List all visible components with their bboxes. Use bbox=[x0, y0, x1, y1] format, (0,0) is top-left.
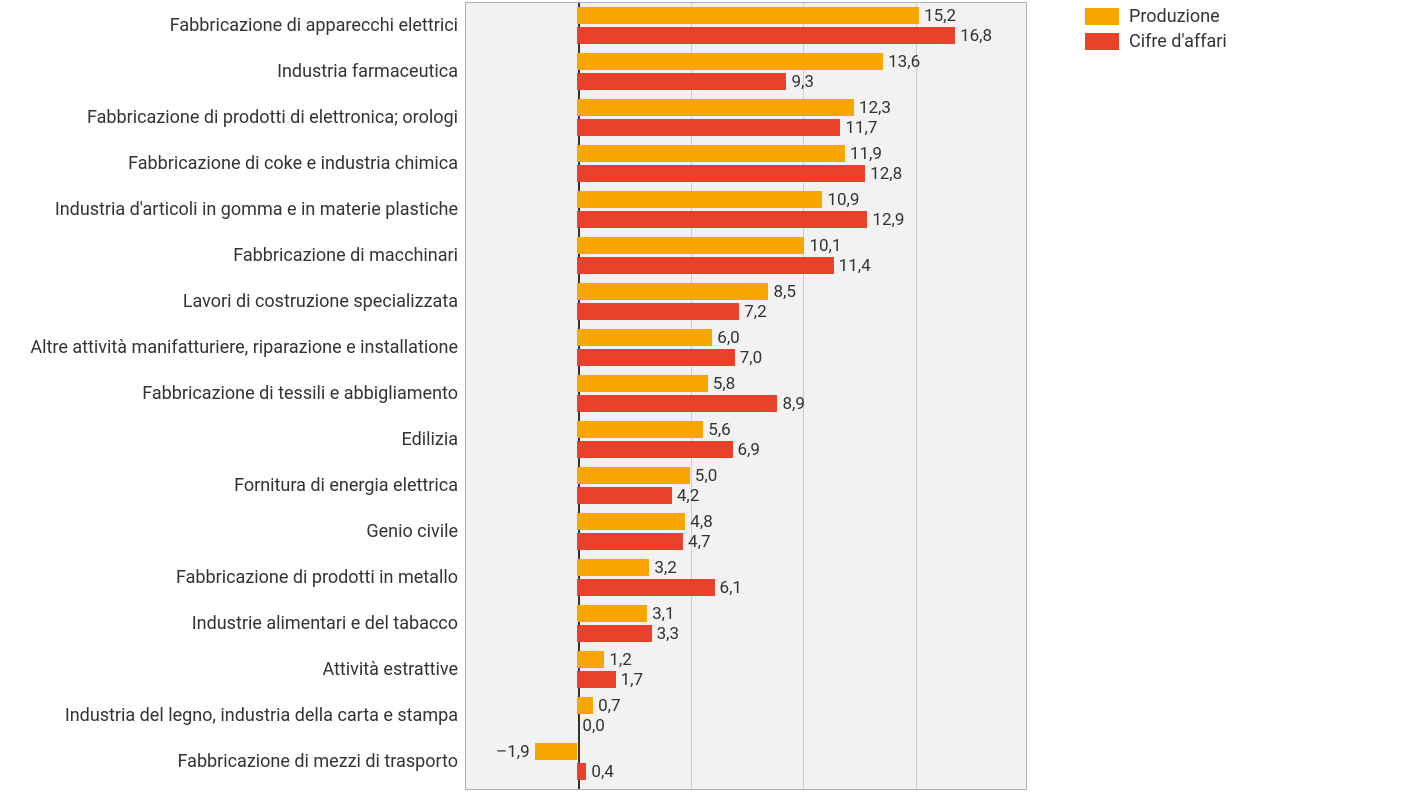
legend-item: Cifre d'affari bbox=[1085, 31, 1227, 52]
bar-value-label: 13,6 bbox=[888, 52, 920, 72]
bar-value-label: 5,8 bbox=[713, 374, 735, 394]
category-label: Edilizia bbox=[402, 429, 458, 450]
category-label: Industria farmaceutica bbox=[277, 61, 458, 82]
category-label: Lavori di costruzione specializzata bbox=[183, 291, 458, 312]
category-label: Fabbricazione di coke e industria chimic… bbox=[128, 153, 458, 174]
bar-value-label: 0,0 bbox=[582, 716, 604, 736]
bar-value-label: 8,9 bbox=[782, 394, 804, 414]
category-label: Fabbricazione di prodotti in metallo bbox=[176, 567, 458, 588]
category-label: Fabbricazione di apparecchi elettrici bbox=[170, 15, 458, 36]
bar-value-label: 11,4 bbox=[839, 256, 871, 276]
bar-value-label: 1,2 bbox=[609, 650, 631, 670]
bar-value-label: 7,2 bbox=[744, 302, 766, 322]
bar bbox=[577, 467, 689, 484]
bar bbox=[577, 237, 804, 254]
bar-value-label: 6,0 bbox=[717, 328, 739, 348]
category-label: Industria d'articoli in gomma e in mater… bbox=[55, 199, 458, 220]
bar bbox=[577, 119, 840, 136]
bar-value-label: 12,3 bbox=[859, 98, 891, 118]
bar-value-label: 16,8 bbox=[960, 26, 992, 46]
legend-swatch bbox=[1085, 8, 1119, 25]
bar-value-label: 4,2 bbox=[677, 486, 699, 506]
category-label: Attività estrattive bbox=[322, 659, 458, 680]
bar bbox=[577, 329, 712, 346]
bar-value-label: 8,5 bbox=[773, 282, 795, 302]
bar bbox=[577, 605, 647, 622]
bar-value-label: 0,4 bbox=[591, 762, 613, 782]
bar bbox=[577, 697, 593, 714]
bar-value-label: 0,7 bbox=[598, 696, 620, 716]
legend-label: Produzione bbox=[1129, 6, 1220, 27]
bar-value-label: 5,6 bbox=[708, 420, 730, 440]
category-label: Industrie alimentari e del tabacco bbox=[192, 613, 458, 634]
legend: Produzione Cifre d'affari bbox=[1085, 6, 1227, 56]
bar bbox=[577, 533, 683, 550]
bar-value-label: 4,8 bbox=[690, 512, 712, 532]
legend-swatch bbox=[1085, 33, 1119, 50]
bar bbox=[577, 257, 833, 274]
bar bbox=[577, 165, 865, 182]
bar-value-label: 4,7 bbox=[688, 532, 710, 552]
bar-value-label: 6,9 bbox=[738, 440, 760, 460]
bar-value-label: 12,8 bbox=[870, 164, 902, 184]
bar bbox=[577, 421, 703, 438]
bar bbox=[577, 625, 651, 642]
bar bbox=[577, 53, 883, 70]
bar-value-label: 15,2 bbox=[924, 6, 956, 26]
bar-value-label: 3,2 bbox=[654, 558, 676, 578]
bar bbox=[577, 441, 732, 458]
bar-value-label: 7,0 bbox=[740, 348, 762, 368]
bar-value-label: 3,3 bbox=[657, 624, 679, 644]
category-label: Fabbricazione di mezzi di trasporto bbox=[178, 751, 459, 772]
bar-value-label: 10,1 bbox=[809, 236, 841, 256]
bar bbox=[577, 73, 786, 90]
bar bbox=[577, 99, 854, 116]
bar bbox=[577, 27, 955, 44]
bar-value-label: 5,0 bbox=[695, 466, 717, 486]
category-label: Fabbricazione di macchinari bbox=[233, 245, 458, 266]
gridline bbox=[916, 3, 917, 789]
bar-value-label: 9,3 bbox=[791, 72, 813, 92]
bar bbox=[577, 303, 739, 320]
bar bbox=[577, 487, 671, 504]
category-label: Altre attività manifatturiere, riparazio… bbox=[30, 337, 458, 358]
bar bbox=[577, 395, 777, 412]
bar bbox=[577, 559, 649, 576]
category-label: Genio civile bbox=[366, 521, 458, 542]
bar-value-label: –1,9 bbox=[496, 742, 530, 762]
bar-value-label: 12,9 bbox=[872, 210, 904, 230]
bar bbox=[577, 375, 707, 392]
bar bbox=[577, 763, 586, 780]
bar bbox=[577, 671, 615, 688]
bar bbox=[577, 579, 714, 596]
category-label: Fornitura di energia elettrica bbox=[234, 475, 458, 496]
bar bbox=[577, 651, 604, 668]
bar-value-label: 3,1 bbox=[652, 604, 674, 624]
bar-chart: Produzione Cifre d'affari Fabbricazione d… bbox=[0, 0, 1408, 792]
bar bbox=[535, 743, 578, 760]
bar bbox=[577, 191, 822, 208]
category-label: Fabbricazione di prodotti di elettronica… bbox=[87, 107, 458, 128]
legend-item: Produzione bbox=[1085, 6, 1227, 27]
bar bbox=[577, 7, 919, 24]
bar-value-label: 11,9 bbox=[850, 144, 882, 164]
bar bbox=[577, 283, 768, 300]
bar bbox=[577, 145, 845, 162]
bar-value-label: 11,7 bbox=[845, 118, 877, 138]
bar-value-label: 1,7 bbox=[621, 670, 643, 690]
bar-value-label: 10,9 bbox=[827, 190, 859, 210]
bar bbox=[577, 211, 867, 228]
category-label: Fabbricazione di tessili e abbigliamento bbox=[142, 383, 458, 404]
bar-value-label: 6,1 bbox=[720, 578, 742, 598]
bar bbox=[577, 349, 734, 366]
category-label: Industria del legno, industria della car… bbox=[65, 705, 458, 726]
legend-label: Cifre d'affari bbox=[1129, 31, 1227, 52]
bar bbox=[577, 513, 685, 530]
